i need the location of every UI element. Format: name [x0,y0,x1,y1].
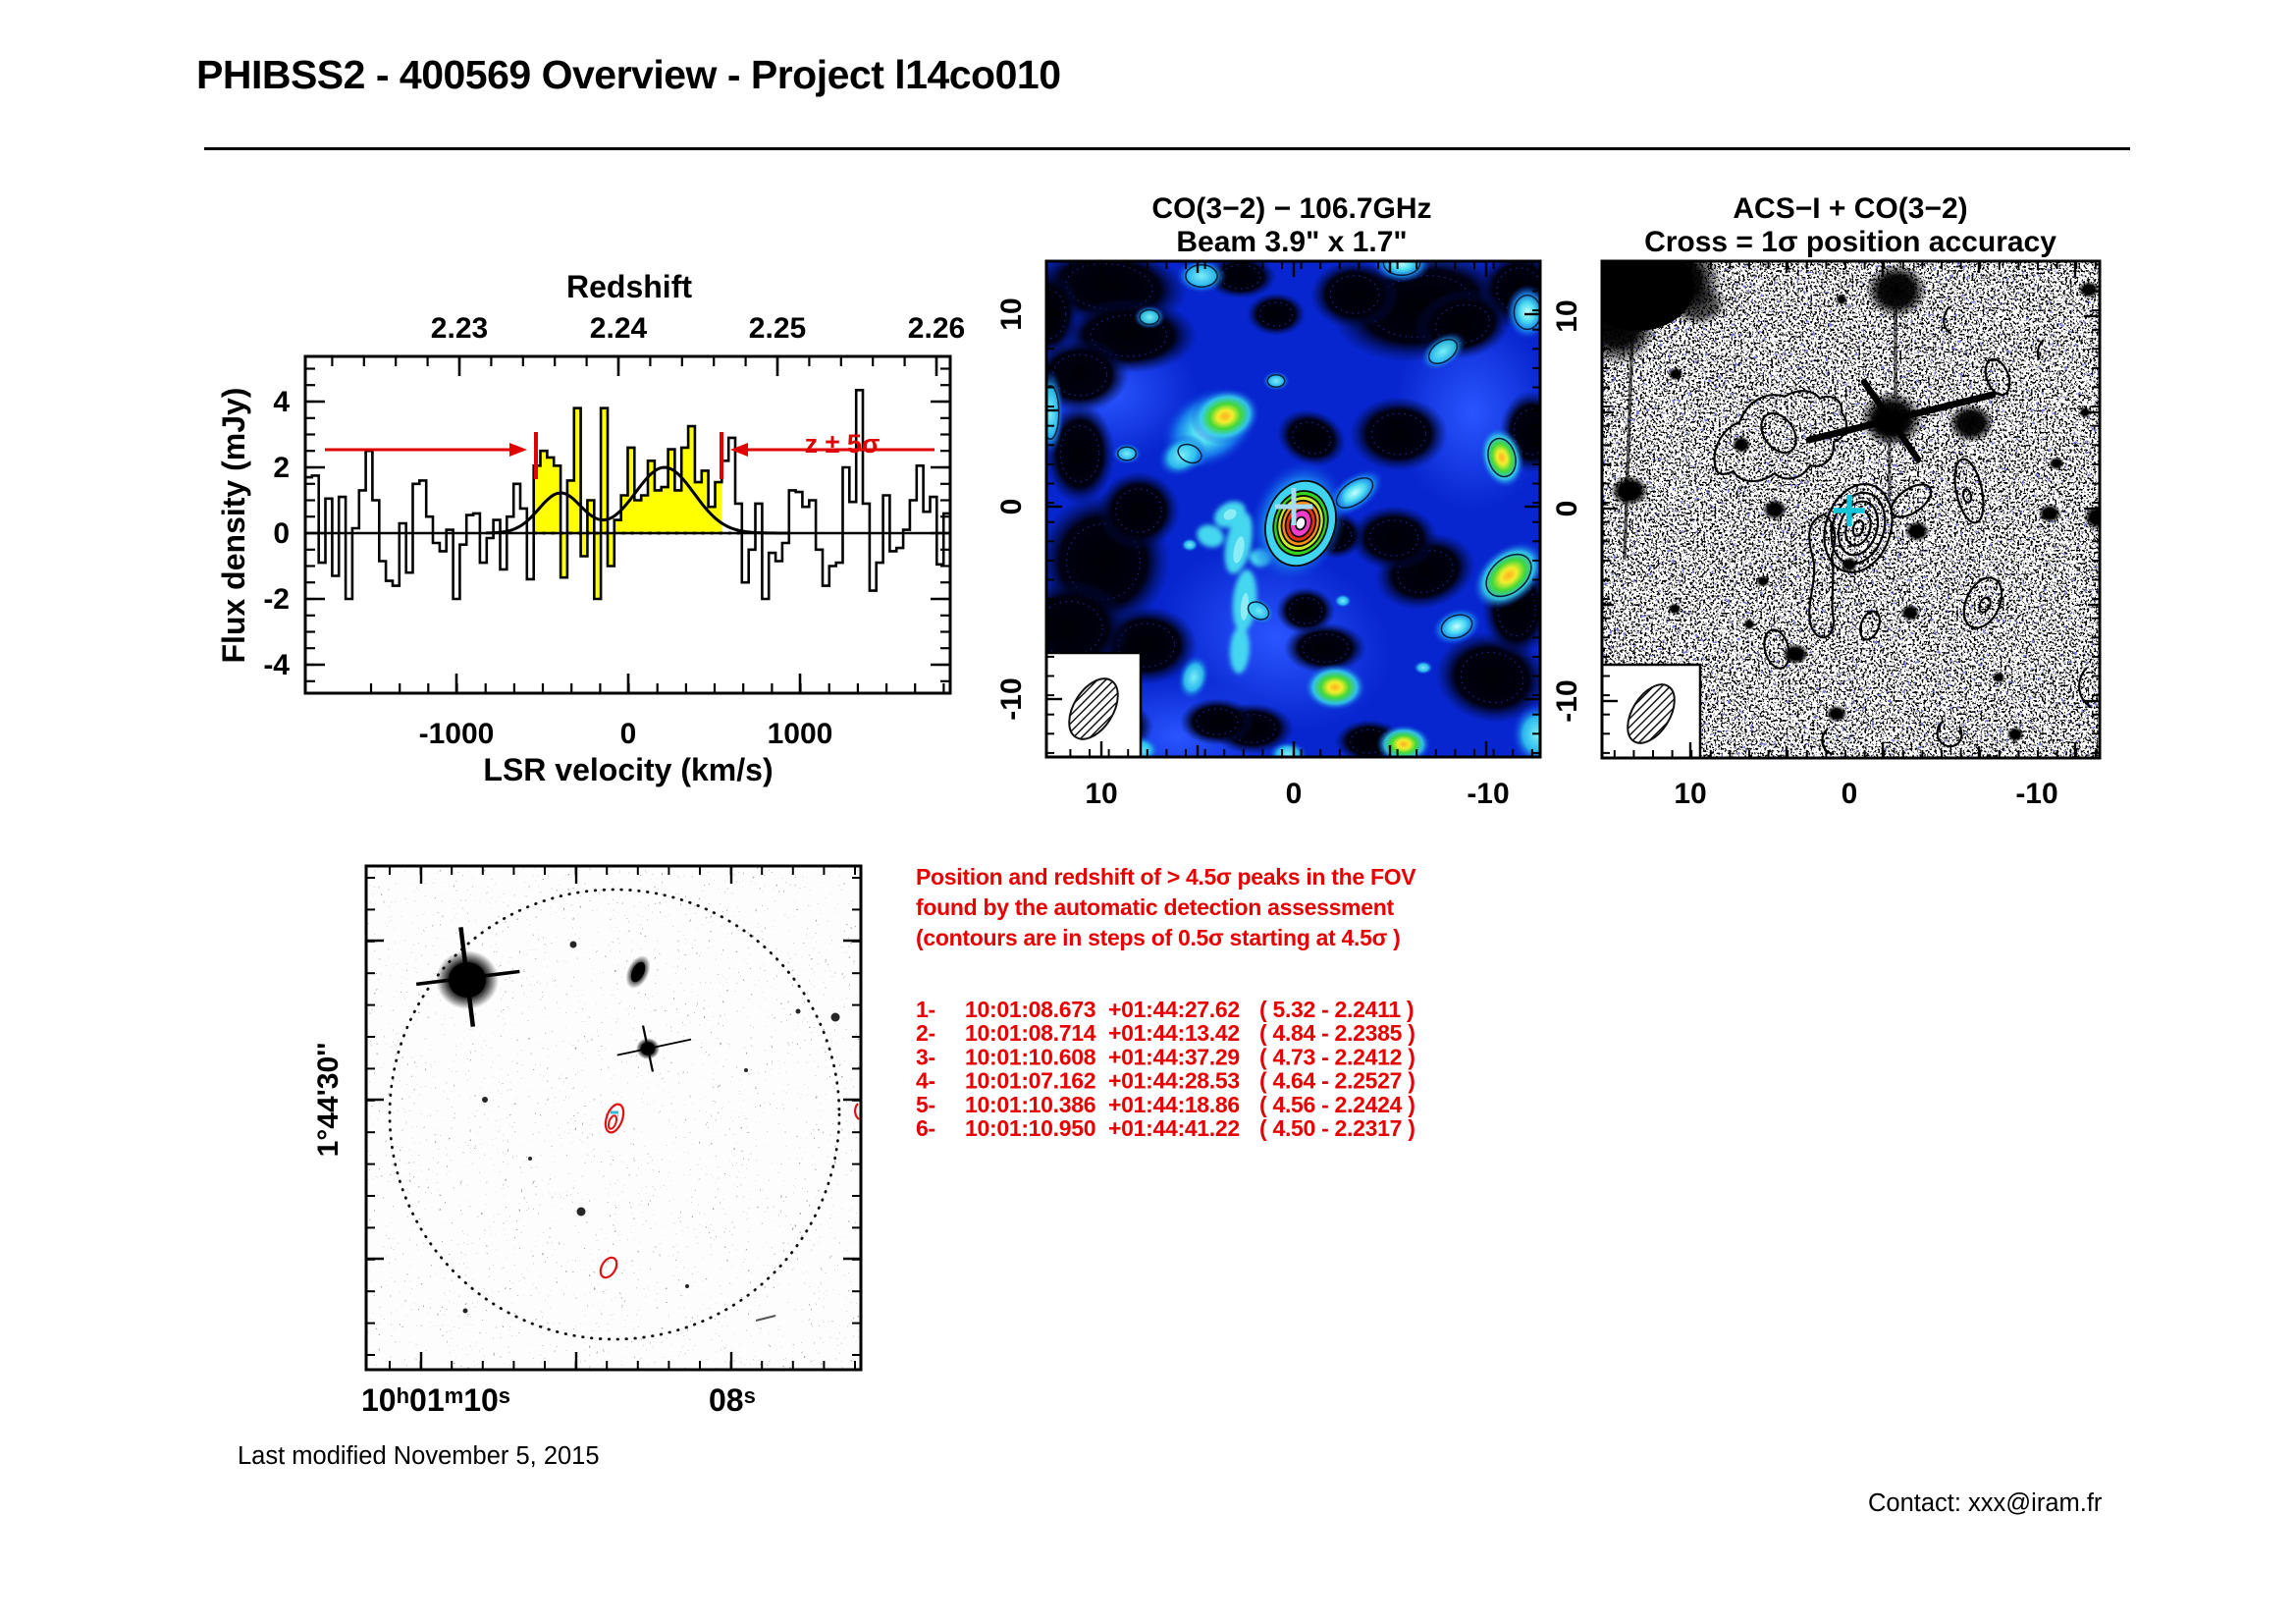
svg-text:-1000: -1000 [419,718,495,750]
svg-text:10h01m10s: 10h01m10s [361,1382,510,1418]
svg-text:-10: -10 [2015,778,2057,810]
svg-text:1°44'30'': 1°44'30'' [312,1043,345,1158]
svg-text:-4: -4 [263,649,290,681]
svg-text:4-10:01:07.162+01:44:28.53( 4.: 4- 10:01:07.162 +01:44:28.53( 4.64 - 2.252… [916,1068,1415,1094]
svg-text:2.25: 2.25 [749,312,806,345]
svg-text:2: 2 [273,452,290,484]
svg-text:2.24: 2.24 [590,312,648,345]
svg-text:-2: -2 [263,583,290,616]
svg-text:LSR velocity (km/s): LSR velocity (km/s) [483,752,773,787]
svg-text:5-10:01:10.386+01:44:18.86( 4.: 5- 10:01:10.386 +01:44:18.86( 4.56 - 2.242… [916,1092,1415,1117]
svg-text:1-10:01:08.673+01:44:27.62( 5.: 1- 10:01:08.673 +01:44:27.62( 5.32 - 2.241… [916,997,1414,1022]
svg-text:2.23: 2.23 [431,312,488,345]
svg-text:2.26: 2.26 [908,312,965,345]
svg-text:Position and redshift of > 4.5: Position and redshift of > 4.5σ peaks in… [916,864,1416,890]
svg-text:Redshift: Redshift [566,269,692,304]
svg-text:0: 0 [273,517,290,550]
svg-text:0: 0 [995,499,1028,515]
svg-text:(contours are in steps of 0.5σ: (contours are in steps of 0.5σ starting … [916,925,1401,950]
svg-text:4: 4 [273,386,290,418]
svg-text:1000: 1000 [768,718,833,750]
svg-text:Cross = 1σ position accuracy: Cross = 1σ position accuracy [1644,226,2056,258]
svg-text:Contact: xxx@iram.fr: Contact: xxx@iram.fr [1868,1489,2103,1517]
svg-text:-10: -10 [1551,679,1583,722]
svg-text:10: 10 [1674,778,1706,810]
svg-text:6-10:01:10.950+01:44:41.22( 4.: 6- 10:01:10.950 +01:44:41.22( 4.50 - 2.231… [916,1115,1415,1141]
svg-text:0: 0 [1286,778,1303,810]
svg-text:Last modified November 5, 2015: Last modified November 5, 2015 [238,1442,600,1470]
svg-text:PHIBSS2 - 400569 Overview - Pr: PHIBSS2 - 400569 Overview - Project l14c… [196,52,1061,97]
svg-text:0: 0 [1842,778,1858,810]
svg-text:-10: -10 [995,677,1028,720]
svg-text:10: 10 [1551,299,1583,332]
svg-text:0: 0 [1551,501,1583,517]
svg-text:ACS−I + CO(3−2): ACS−I + CO(3−2) [1733,192,1967,225]
svg-text:-10: -10 [1467,778,1509,810]
svg-text:10: 10 [995,298,1028,330]
svg-text:z ± 5σ: z ± 5σ [805,429,881,459]
svg-text:Flux density (mJy): Flux density (mJy) [216,388,251,664]
svg-text:Beam 3.9" x 1.7": Beam 3.9" x 1.7" [1176,226,1407,258]
svg-text:10: 10 [1085,778,1117,810]
svg-text:found by the automatic detecti: found by the automatic detection assessm… [916,894,1394,920]
svg-text:0: 0 [620,718,637,750]
svg-text:CO(3−2) − 106.7GHz: CO(3−2) − 106.7GHz [1151,192,1431,225]
svg-text:3-10:01:10.608+01:44:37.29( 4.: 3- 10:01:10.608 +01:44:37.29( 4.73 - 2.241… [916,1044,1415,1069]
svg-text:2-10:01:08.714+01:44:13.42( 4.: 2- 10:01:08.714 +01:44:13.42( 4.84 - 2.238… [916,1020,1415,1046]
